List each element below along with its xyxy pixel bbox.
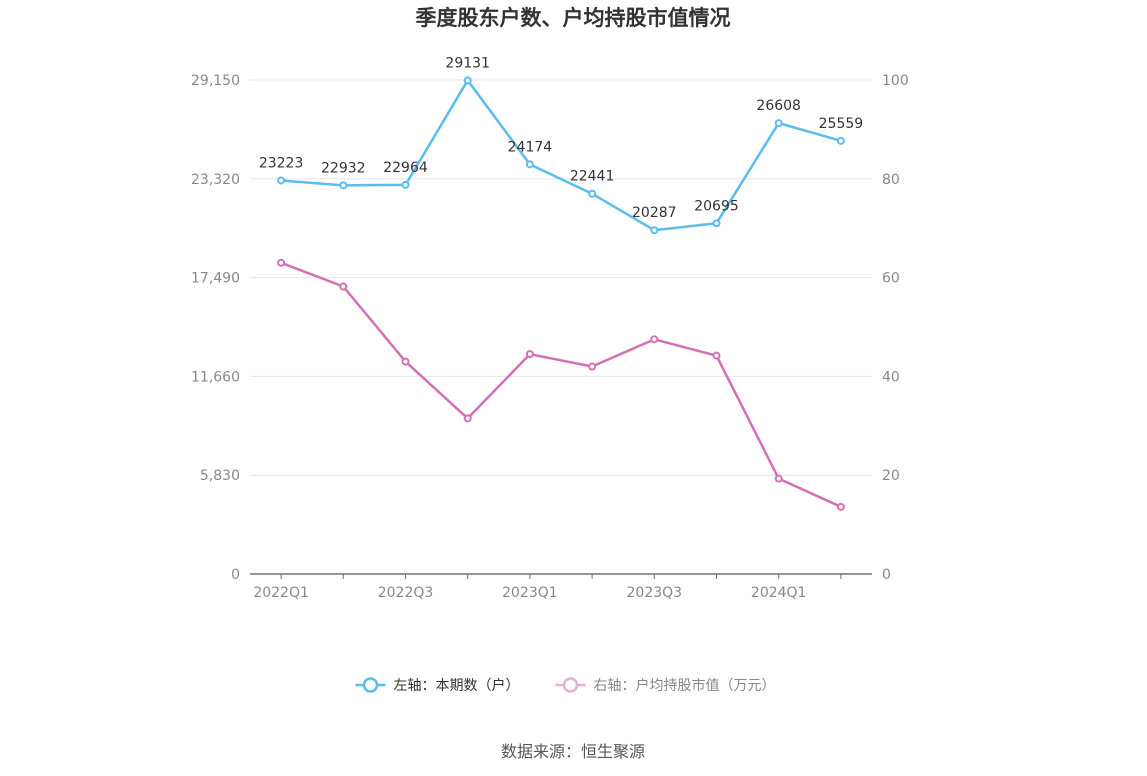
left-axis-tick-label: 5,830 xyxy=(200,468,240,484)
x-axis-tick-label: 2023Q3 xyxy=(627,585,683,601)
x-axis-tick-label: 2022Q1 xyxy=(253,585,309,601)
data-label: 20287 xyxy=(632,205,677,221)
data-label: 29131 xyxy=(445,55,490,71)
legend-label: 右轴：户均持股市值（万元） xyxy=(594,677,776,694)
right-axis-tick-label: 40 xyxy=(882,369,900,385)
legend-item-1[interactable]: 左轴：本期数（户） xyxy=(355,677,520,694)
series-2-point[interactable] xyxy=(650,335,659,344)
series-2-point[interactable] xyxy=(339,282,348,291)
left-axis-tick-label: 23,320 xyxy=(191,172,240,188)
chart-title: 季度股东户数、户均持股市值情况 xyxy=(416,6,731,30)
source-note: 数据来源：恒生聚源 xyxy=(501,742,645,761)
series-1-point[interactable] xyxy=(836,136,845,145)
data-label: 26608 xyxy=(756,98,801,114)
series-2-point[interactable] xyxy=(401,357,410,366)
series-1-point[interactable] xyxy=(401,180,410,189)
data-label: 25559 xyxy=(819,116,864,132)
series-1-point[interactable] xyxy=(277,176,286,185)
right-axis-tick-label: 0 xyxy=(882,567,891,583)
right-axis-tick-label: 80 xyxy=(882,172,900,188)
left-axis-tick-label: 29,150 xyxy=(191,73,240,89)
left-axis-tick-label: 11,660 xyxy=(191,369,240,385)
x-axis-tick-label: 2024Q1 xyxy=(751,585,807,601)
legend-label: 左轴：本期数（户） xyxy=(394,677,520,694)
series-1-point[interactable] xyxy=(588,189,597,198)
series-2-point[interactable] xyxy=(774,474,783,483)
series-2-point[interactable] xyxy=(525,350,534,359)
series-2-point[interactable] xyxy=(463,414,472,423)
series-1-point[interactable] xyxy=(650,226,659,235)
data-label: 24174 xyxy=(508,139,553,155)
data-label: 23223 xyxy=(259,155,304,171)
right-axis-tick-label: 20 xyxy=(882,468,900,484)
legend[interactable]: 左轴：本期数（户） 右轴：户均持股市值（万元） xyxy=(355,677,776,694)
series xyxy=(277,76,845,511)
left-axis-tick-label: 17,490 xyxy=(191,271,240,287)
data-label: 20695 xyxy=(694,198,739,214)
legend-marker-icon xyxy=(362,677,379,693)
left-axis-tick-label: 0 xyxy=(231,567,240,583)
series-1-point[interactable] xyxy=(463,76,472,85)
data-labels: 23223 22932 22964 29131 24174 22441 20287 20695… xyxy=(259,55,863,221)
series-1-point[interactable] xyxy=(774,119,783,128)
grid xyxy=(250,79,872,476)
series-2-point[interactable] xyxy=(836,502,845,511)
legend-marker-icon xyxy=(562,677,579,693)
series-2-point[interactable] xyxy=(712,351,721,360)
data-label: 22441 xyxy=(570,169,615,185)
x-axis-tick-label: 2022Q3 xyxy=(378,585,434,601)
right-axis-tick-label: 60 xyxy=(882,271,900,287)
series-1-point[interactable] xyxy=(525,160,534,169)
data-label: 22964 xyxy=(383,160,428,176)
axes: 0 5,830 11,660 17,490 23,320 29,150 0 20 40 60 80 1… xyxy=(191,73,909,601)
data-label: 22932 xyxy=(321,160,366,176)
series-2-point[interactable] xyxy=(588,362,597,371)
series-line-1 xyxy=(281,79,842,232)
x-axis-tick-label: 2023Q1 xyxy=(502,585,558,601)
legend-item-2[interactable]: 右轴：户均持股市值（万元） xyxy=(555,677,776,694)
series-line-2 xyxy=(280,261,842,508)
right-axis-tick-label: 100 xyxy=(882,73,909,89)
series-1-point[interactable] xyxy=(712,219,721,228)
series-1-point[interactable] xyxy=(339,181,348,190)
series-2-point[interactable] xyxy=(277,258,286,267)
